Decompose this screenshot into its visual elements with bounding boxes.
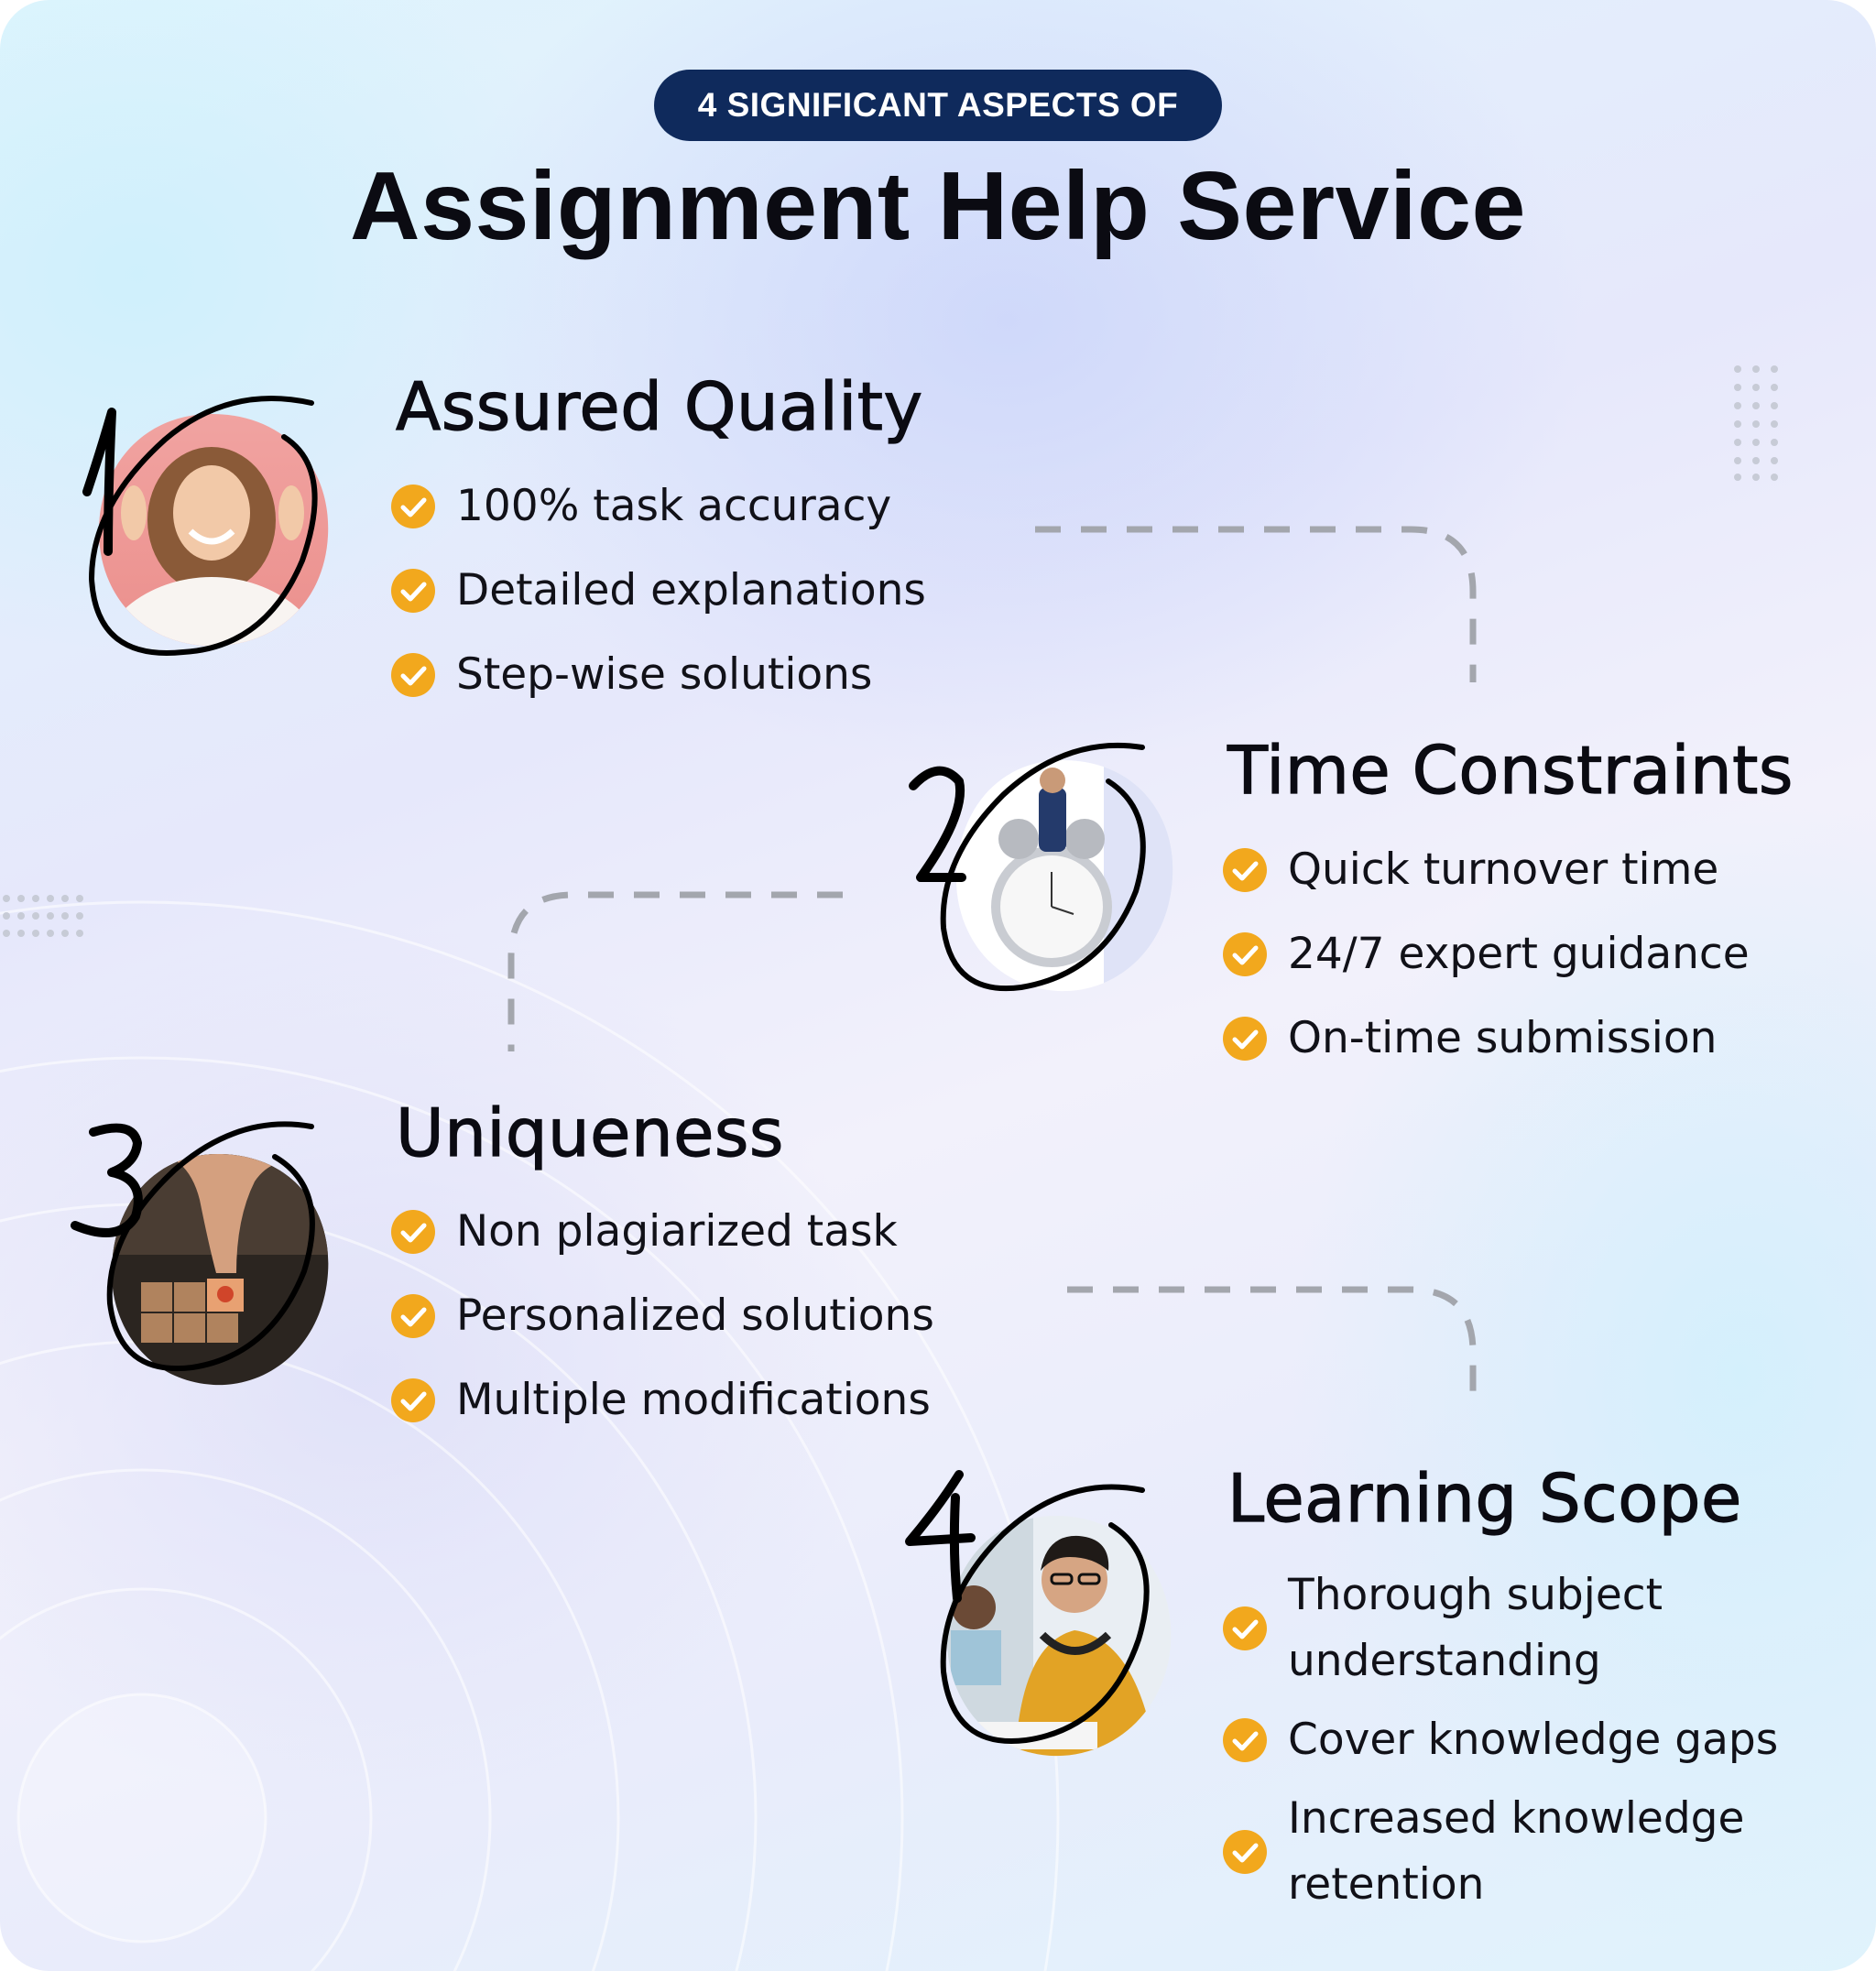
section-3-title: Uniqueness xyxy=(395,1094,784,1171)
list-item: Thorough subject understanding xyxy=(1222,1563,1778,1694)
connector-3-to-4 xyxy=(1067,1286,1477,1399)
check-icon xyxy=(391,485,435,528)
list-item: 100% task accuracy xyxy=(390,484,926,529)
dot-grid-right xyxy=(1734,365,1778,481)
number-4-stroke xyxy=(905,1470,976,1603)
list-item: 24/7 expert guidance xyxy=(1222,931,1750,977)
dot-grid-left xyxy=(3,895,83,937)
section-4-number-circle xyxy=(902,1470,1177,1763)
number-2-stroke xyxy=(909,766,966,882)
list-item: Step-wise solutions xyxy=(390,652,926,698)
section-1-number-circle xyxy=(55,377,348,680)
section-3-items: Non plagiarized task Personalized soluti… xyxy=(390,1209,934,1462)
list-item: Multiple modifications xyxy=(390,1378,934,1423)
check-icon xyxy=(391,653,435,697)
check-icon xyxy=(391,569,435,613)
list-item: Detailed explanations xyxy=(390,568,926,614)
section-1-items: 100% task accuracy Detailed explanations… xyxy=(390,484,926,736)
list-item: Non plagiarized task xyxy=(390,1209,934,1255)
page-title: Assignment Help Service xyxy=(350,152,1526,260)
section-2-title: Time Constraints xyxy=(1227,731,1794,809)
section-1-photo xyxy=(88,403,335,650)
check-icon xyxy=(391,1294,435,1338)
check-icon xyxy=(1223,1017,1267,1061)
check-icon xyxy=(1223,1606,1267,1650)
list-item: Increased knowledge retention xyxy=(1222,1786,1778,1918)
section-3-number-circle xyxy=(64,1116,348,1390)
section-4-photo xyxy=(933,1507,1180,1763)
number-3-stroke xyxy=(71,1123,143,1237)
connector-1-to-2 xyxy=(1035,526,1477,682)
check-icon xyxy=(1223,1830,1267,1874)
list-item: On-time submission xyxy=(1222,1016,1750,1062)
list-item: Personalized solutions xyxy=(390,1293,934,1339)
check-icon xyxy=(391,1378,435,1422)
section-2-photo xyxy=(943,751,1182,998)
connector-2-to-3 xyxy=(507,891,843,1051)
check-icon xyxy=(391,1210,435,1254)
check-icon xyxy=(1223,932,1267,976)
check-icon xyxy=(1223,1718,1267,1762)
section-2-items: Quick turnover time 24/7 expert guidance… xyxy=(1222,847,1750,1100)
list-item: Quick turnover time xyxy=(1222,847,1750,893)
section-2-number-circle xyxy=(902,740,1177,1015)
section-4-title: Learning Scope xyxy=(1227,1459,1742,1537)
section-4-items: Thorough subject understanding Cover kno… xyxy=(1222,1563,1778,1931)
section-1-title: Assured Quality xyxy=(395,367,923,445)
list-item: Cover knowledge gaps xyxy=(1222,1707,1778,1773)
header-badge: 4 SIGNIFICANT ASPECTS OF xyxy=(654,70,1222,141)
check-icon xyxy=(1223,848,1267,892)
